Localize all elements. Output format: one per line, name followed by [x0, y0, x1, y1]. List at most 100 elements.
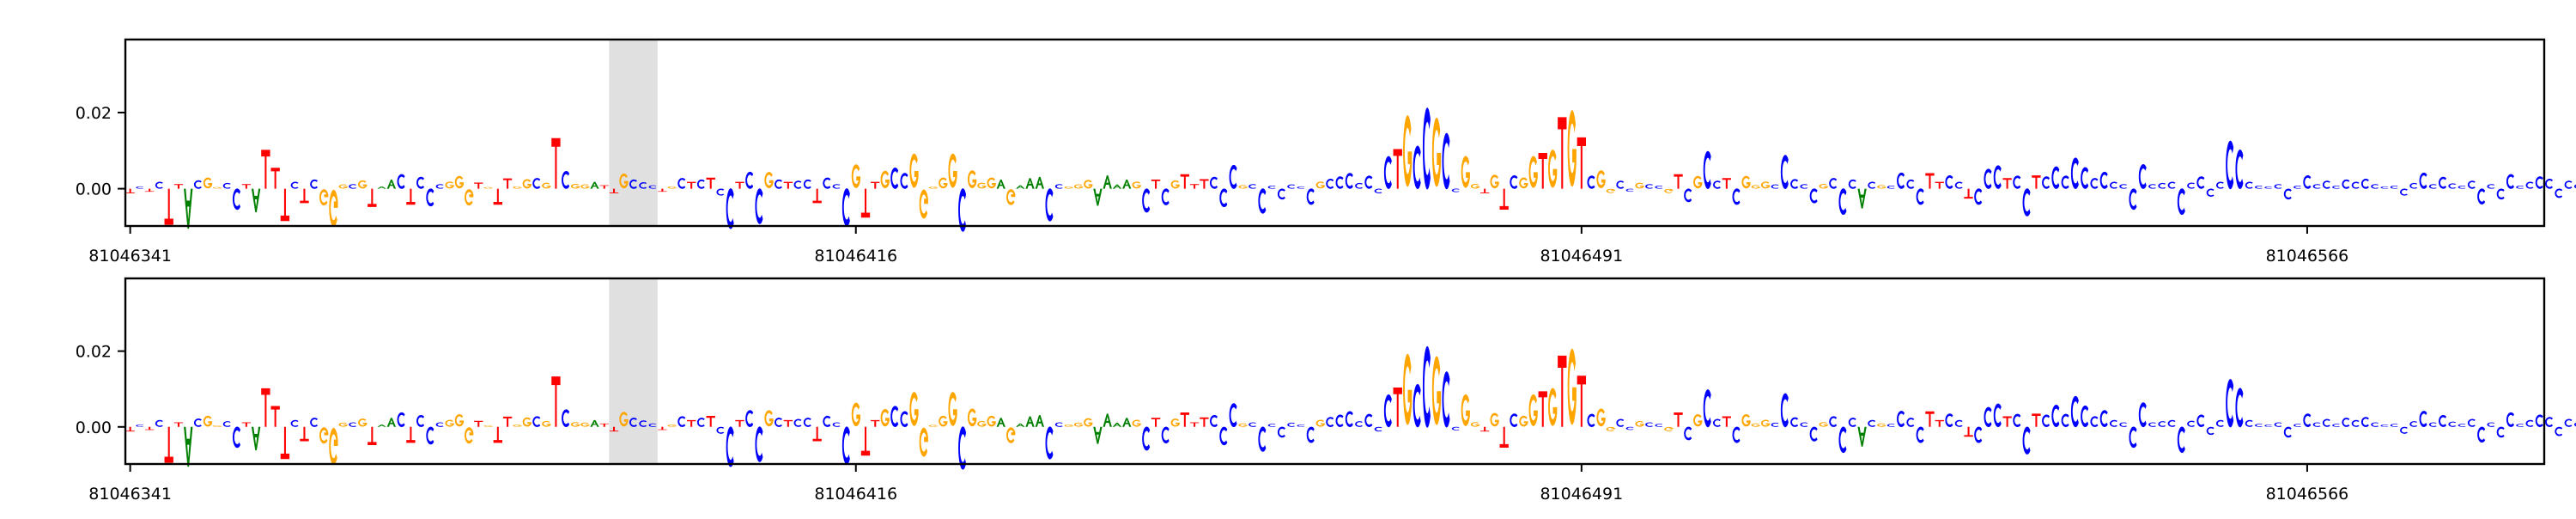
logo-letter-A-81046368 — [386, 418, 397, 427]
logo-letter-C-81046588 — [2516, 424, 2524, 427]
logo-letter-G-81046488 — [1548, 150, 1558, 188]
logo-letter-C-81046414 — [832, 422, 841, 427]
logo-letter-A-81046444 — [1122, 179, 1132, 189]
logo-letter-C-81046499 — [1655, 186, 1663, 189]
logo-letter-G-81046430 — [987, 177, 996, 189]
logo-letter-C-81046437 — [1054, 184, 1063, 189]
logo-letter-A-81046431 — [996, 179, 1005, 189]
logo-letter-C-81046465 — [1326, 417, 1334, 427]
logo-letter-G-81046432 — [1006, 427, 1016, 443]
logo-letter-C-81046477 — [1442, 371, 1450, 428]
logo-letter-G-81046382 — [522, 417, 532, 427]
logo-letter-A-81046441 — [1093, 188, 1103, 206]
logo-letter-G-81046428 — [968, 170, 977, 188]
logo-letter-C-81046410 — [793, 418, 802, 427]
logo-letter-C-81046543 — [2081, 405, 2089, 427]
logo-letter-G-81046490 — [1567, 110, 1577, 187]
logo-letter-G-81046350 — [213, 424, 222, 427]
logo-letter-C-81046517 — [1829, 178, 1838, 189]
logo-letter-A-81046367 — [377, 424, 386, 427]
logo-letter-A-81046520 — [1857, 188, 1867, 209]
logo-letter-C-81046581 — [2448, 421, 2457, 427]
x-tick-label: 81046416 — [814, 247, 897, 266]
logo-letter-C-81046411 — [803, 418, 811, 427]
logo-letter-T-81046380 — [502, 416, 513, 427]
logo-letter-T-81046391 — [609, 426, 619, 432]
logo-letter-C-81046403 — [726, 188, 734, 229]
logo-letter-C-81046495 — [1616, 180, 1625, 189]
logo-letter-C-81046592 — [2555, 188, 2563, 198]
logo-letter-C-81046383 — [532, 416, 541, 427]
logo-letter-T-81046401 — [706, 177, 715, 189]
logo-letter-C-81046557 — [2215, 181, 2224, 189]
logo-letter-C-81046467 — [1345, 411, 1353, 427]
logo-letter-T-81046370 — [406, 188, 416, 205]
logo-letter-C-81046548 — [2129, 426, 2137, 449]
logo-letter-T-81046377 — [474, 182, 483, 189]
logo-letter-C-81046574 — [2380, 186, 2389, 189]
logo-letter-G-81046509 — [1751, 185, 1760, 189]
logo-letter-T-81046527 — [1925, 173, 1935, 189]
logo-letter-C-81046558 — [2226, 379, 2234, 428]
logo-letter-C-81046547 — [2119, 422, 2128, 427]
logo-letter-C-81046524 — [1897, 411, 1905, 427]
logo-letter-C-81046562 — [2264, 424, 2273, 427]
x-tick-label: 81046566 — [2266, 247, 2349, 266]
logo-letter-C-81046498 — [1645, 184, 1654, 189]
logo-letter-T-81046341 — [125, 426, 135, 432]
logo-letter-C-81046560 — [2245, 181, 2253, 189]
logo-letter-C-81046542 — [2070, 395, 2079, 428]
logo-letter-A-81046444 — [1122, 418, 1132, 427]
logo-letter-T-81046359 — [300, 188, 309, 204]
logo-letter-C-81046457 — [1249, 184, 1257, 189]
logo-letter-C-81046526 — [1916, 188, 1924, 205]
logo-letter-C-81046448 — [1161, 426, 1170, 443]
logo-letter-C-81046437 — [1054, 422, 1063, 427]
logo-letter-C-81046533 — [1984, 168, 1992, 189]
logo-letter-C-81046523 — [1886, 424, 1895, 427]
logo-letter-A-81046435 — [1035, 415, 1045, 427]
logo-letter-C-81046446 — [1142, 426, 1151, 451]
logo-letter-C-81046406 — [755, 426, 763, 462]
logo-letter-C-81046591 — [2545, 178, 2554, 189]
logo-letter-G-81046522 — [1877, 185, 1886, 189]
logo-letter-C-81046577 — [2409, 182, 2418, 189]
logo-letter-G-81046381 — [513, 186, 522, 189]
logo-letter-T-81046483 — [1499, 426, 1509, 449]
logo-letter-G-81046381 — [513, 424, 522, 427]
logo-letter-C-81046574 — [2380, 424, 2389, 427]
logo-letter-G-81046485 — [1519, 415, 1528, 427]
logo-letter-T-81046501 — [1674, 174, 1683, 189]
logo-letter-C-81046478 — [1451, 188, 1460, 192]
logo-letter-T-81046417 — [860, 188, 871, 218]
logo-letter-C-81046463 — [1306, 426, 1315, 443]
logo-letter-C-81046468 — [1355, 182, 1364, 189]
logo-letter-C-81046566 — [2303, 413, 2312, 427]
logo-letter-C-81046383 — [532, 178, 541, 189]
logo-letter-C-81046530 — [1954, 181, 1963, 189]
logo-letter-G-81046493 — [1596, 408, 1606, 427]
logo-letter-T-81046506 — [1722, 178, 1732, 189]
logo-letter-G-81046365 — [358, 180, 368, 189]
logo-letter-C-81046427 — [958, 426, 967, 470]
logo-letter-C-81046573 — [2371, 184, 2379, 189]
logo-letter-C-81046469 — [1364, 413, 1373, 427]
logo-letter-G-81046473 — [1403, 353, 1413, 425]
logo-letter-G-81046362 — [329, 189, 338, 227]
highlight-region — [609, 40, 658, 226]
logo-letter-C-81046524 — [1897, 172, 1905, 189]
logo-letter-T-81046357 — [280, 188, 290, 222]
logo-letter-G-81046382 — [522, 179, 532, 189]
logo-letter-C-81046371 — [416, 176, 425, 189]
logo-letter-C-81046462 — [1297, 186, 1305, 189]
logo-letter-G-81046397 — [667, 186, 677, 189]
logo-letter-T-81046345 — [164, 426, 173, 463]
logo-letter-C-81046427 — [958, 188, 967, 232]
logo-letter-C-81046578 — [2419, 172, 2427, 189]
logo-letter-C-81046534 — [1993, 403, 2002, 427]
logo-letter-G-81046440 — [1084, 418, 1093, 427]
logo-letter-G-81046361 — [319, 427, 329, 444]
logo-letter-C-81046576 — [2400, 188, 2408, 196]
logo-letter-C-81046552 — [2167, 181, 2176, 189]
logo-letter-G-81046445 — [1132, 181, 1141, 189]
